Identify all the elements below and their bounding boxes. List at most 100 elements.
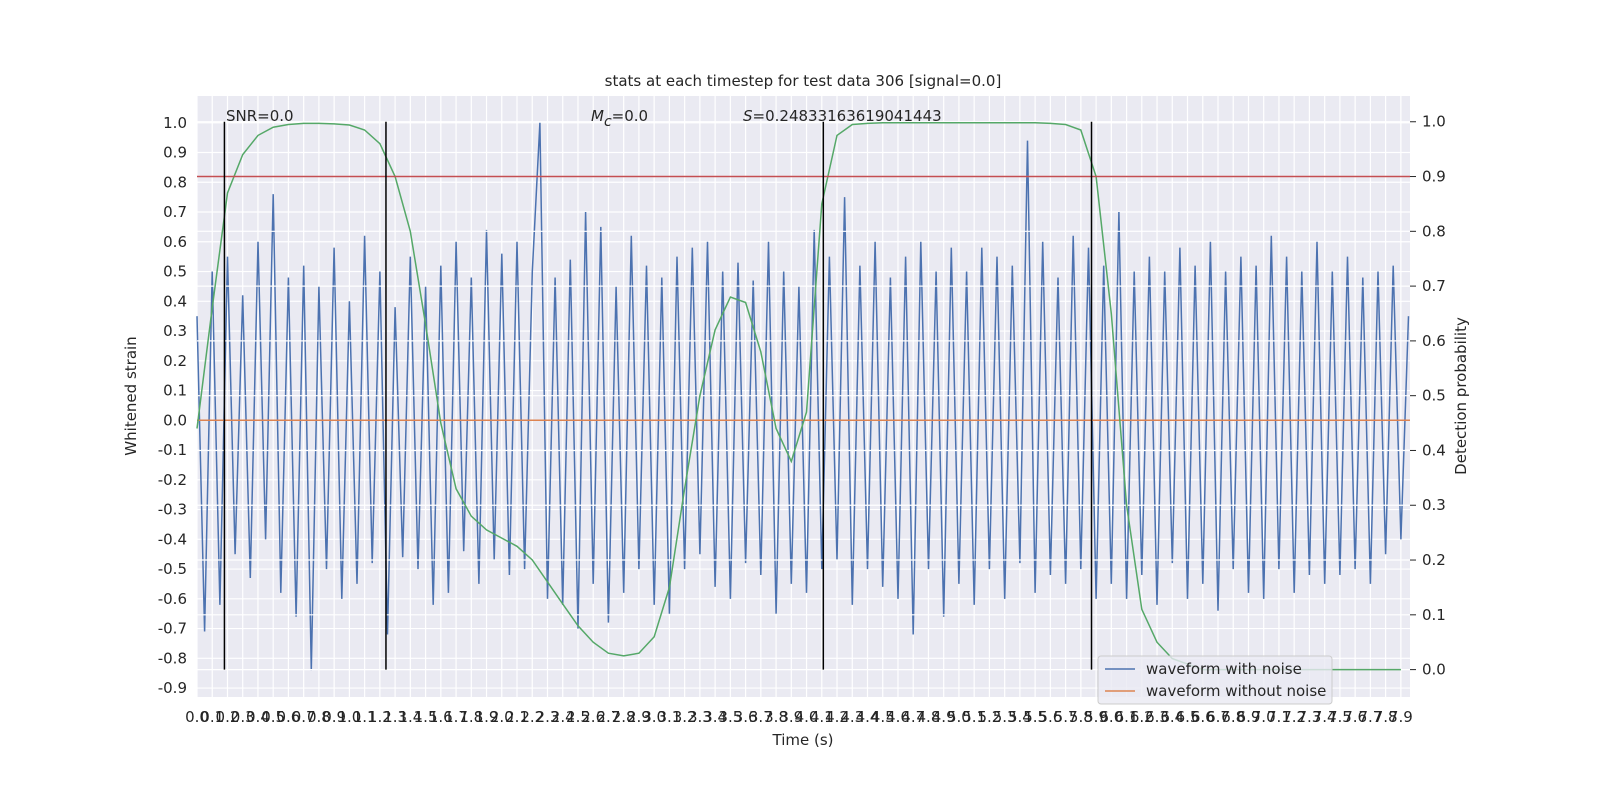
x-tick-label: 7.9 <box>1389 708 1413 726</box>
x-tick-label: 3.1 <box>657 708 681 726</box>
y-tick-label: -0.2 <box>158 471 187 489</box>
annotation: Mc=0.0 <box>591 107 648 130</box>
y-tick-label: 0.8 <box>163 173 187 191</box>
x-tick-label: 6.1 <box>1115 708 1139 726</box>
y-tick-label: 1.0 <box>163 114 187 132</box>
annotation: S=0.24833163619041443 <box>743 107 942 125</box>
x-tick-label: 2.1 <box>505 708 529 726</box>
y2-tick-label: 0.6 <box>1422 332 1446 350</box>
y2-tick-label: 0.2 <box>1422 551 1446 569</box>
y2-tick-label: 0.8 <box>1422 222 1446 240</box>
x-tick-label: 0.5 <box>261 708 285 726</box>
y-tick-label: 0.3 <box>163 322 187 340</box>
y2-tick-label: 0.4 <box>1422 441 1446 459</box>
y-axis-label: Whitened strain <box>122 336 140 455</box>
x-tick-label: 3.6 <box>734 708 758 726</box>
x-tick-label: 3.3 <box>688 708 712 726</box>
x-tick-label: 5.9 <box>1084 708 1108 726</box>
y2-tick-label: 1.0 <box>1422 113 1446 131</box>
y-tick-label: 0.4 <box>163 292 187 310</box>
x-tick-label: 5.5 <box>1023 708 1047 726</box>
x-tick-label: 7.8 <box>1374 708 1398 726</box>
x-tick-label: 4.5 <box>871 708 895 726</box>
x-tick-label: 1.9 <box>475 708 499 726</box>
x-tick-label: 5.4 <box>1008 708 1032 726</box>
annotation-part: S <box>743 107 753 125</box>
x-tick-label: 2.0 <box>490 708 514 726</box>
x-tick-label: 6.4 <box>1160 708 1184 726</box>
y-tick-label: 0.0 <box>163 411 187 429</box>
x-tick-label: 7.1 <box>1267 708 1291 726</box>
x-tick-label: 1.2 <box>368 708 392 726</box>
x-tick-label: 6.5 <box>1176 708 1200 726</box>
legend-label: waveform with noise <box>1146 660 1302 678</box>
x-tick-label: 1.1 <box>353 708 377 726</box>
x-tick-label: 4.4 <box>856 708 880 726</box>
chart-title: stats at each timestep for test data 306… <box>605 72 1002 90</box>
x-tick-label: 1.0 <box>337 708 361 726</box>
y-tick-label: -0.9 <box>158 679 187 697</box>
legend: waveform with noise waveform without nois… <box>1097 655 1333 705</box>
x-tick-label: 1.7 <box>444 708 468 726</box>
x-tick-label: 4.6 <box>886 708 910 726</box>
x-tick-label: 5.7 <box>1054 708 1078 726</box>
x-tick-label: 6.2 <box>1130 708 1154 726</box>
x-tick-label: 1.6 <box>429 708 453 726</box>
y-tick-label: 0.9 <box>163 144 187 162</box>
annotation: SNR=0.0 <box>226 107 294 125</box>
x-tick-label: 0.2 <box>216 708 240 726</box>
x-tick-label: 4.9 <box>932 708 956 726</box>
x-tick-label: 2.8 <box>612 708 636 726</box>
x-tick-label: 0.8 <box>307 708 331 726</box>
x-tick-label: 7.7 <box>1358 708 1382 726</box>
x-tick-label: 3.0 <box>642 708 666 726</box>
x-tick-label: 1.4 <box>398 708 422 726</box>
y-tick-label: 0.1 <box>163 382 187 400</box>
x-tick-label: 7.3 <box>1297 708 1321 726</box>
x-tick-label: 4.7 <box>901 708 925 726</box>
x-tick-label: 0.9 <box>322 708 346 726</box>
y2-tick-label: 0.7 <box>1422 277 1446 295</box>
x-tick-label: 5.6 <box>1038 708 1062 726</box>
x-tick-label: 5.0 <box>947 708 971 726</box>
x-tick-label: 7.2 <box>1282 708 1306 726</box>
y2-tick-label: 0.9 <box>1422 168 1446 186</box>
y-tick-label: -0.6 <box>158 590 187 608</box>
x-tick-label: 3.8 <box>764 708 788 726</box>
x-tick-label: 3.7 <box>749 708 773 726</box>
x-tick-label: 7.0 <box>1252 708 1276 726</box>
annotation-part: SNR=0.0 <box>226 107 294 125</box>
x-tick-label: 5.1 <box>962 708 986 726</box>
x-tick-label: 7.6 <box>1343 708 1367 726</box>
x-tick-label: 1.5 <box>414 708 438 726</box>
x-tick-label: 0.3 <box>231 708 255 726</box>
x-tick-label: 6.9 <box>1237 708 1261 726</box>
x-tick-label: 5.3 <box>993 708 1017 726</box>
x-tick-label: 2.4 <box>551 708 575 726</box>
x-tick-label: 4.1 <box>810 708 834 726</box>
x-tick-label: 2.9 <box>627 708 651 726</box>
x-tick-label: 4.3 <box>840 708 864 726</box>
y-tick-label: -0.4 <box>158 530 187 548</box>
x-tick-label: 4.8 <box>917 708 941 726</box>
y-tick-label: -0.5 <box>158 560 187 578</box>
x-tick-label: 2.6 <box>581 708 605 726</box>
y-tick-label: -0.3 <box>158 501 187 519</box>
x-tick-label: 5.8 <box>1069 708 1093 726</box>
x-tick-label: 6.8 <box>1221 708 1245 726</box>
legend-box <box>1097 655 1333 705</box>
x-tick-label: 2.5 <box>566 708 590 726</box>
x-tick-label: 6.0 <box>1099 708 1123 726</box>
x-tick-label: 3.2 <box>673 708 697 726</box>
x-axis-label: Time (s) <box>772 731 834 749</box>
y-tick-label: -0.8 <box>158 649 187 667</box>
y-tick-label: -0.1 <box>158 441 187 459</box>
y2-tick-label: 0.5 <box>1422 387 1446 405</box>
x-tick-label: 0.6 <box>277 708 301 726</box>
annotation-part: =0.24833163619041443 <box>753 107 942 125</box>
x-tick-label: 3.4 <box>703 708 727 726</box>
y-tick-label: 0.6 <box>163 233 187 251</box>
x-tick-label: 6.7 <box>1206 708 1230 726</box>
x-tick-label: 2.3 <box>536 708 560 726</box>
